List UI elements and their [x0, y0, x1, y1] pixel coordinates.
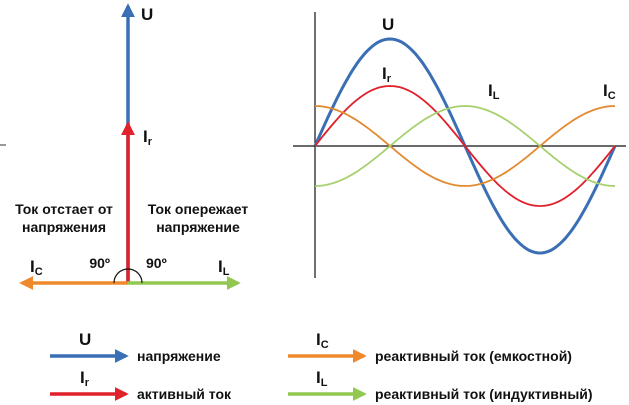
note: Ток опережает	[148, 201, 249, 217]
legend-text: реактивный ток (емкостной)	[375, 348, 572, 364]
label-sub: r	[387, 73, 392, 85]
label-sub: C	[608, 90, 616, 102]
legend: U Ir IC IL напряжение активный ток реакт…	[50, 330, 593, 402]
legend-text: реактивный ток (индуктивный)	[375, 386, 593, 402]
label: I	[382, 64, 387, 83]
label: I	[603, 81, 608, 100]
label-sub: C	[35, 266, 43, 278]
label-sub: L	[223, 266, 230, 278]
angle-arc	[113, 268, 143, 284]
label: U	[141, 5, 153, 24]
label: I	[30, 257, 35, 276]
legend-symbol-sub: C	[321, 339, 329, 351]
label: IL	[218, 257, 230, 278]
legend-symbol: U	[79, 330, 91, 349]
legend-text: напряжение	[137, 348, 221, 364]
label: IC	[30, 257, 43, 278]
note: напряжение	[156, 219, 240, 235]
label: I	[143, 127, 148, 146]
legend-text: активный ток	[137, 386, 232, 402]
legend-symbol: I	[80, 368, 85, 387]
legend-symbol: IC	[316, 330, 329, 351]
label-sub: r	[148, 136, 153, 148]
legend-symbol: IL	[316, 368, 328, 389]
legend-symbol-sub: r	[85, 377, 90, 389]
waveform	[314, 105, 616, 187]
label-sub: L	[493, 90, 500, 102]
angle-label: 90º	[146, 255, 167, 271]
angle-label: 90º	[89, 255, 110, 271]
waveform-graph: U Ir IL IC	[293, 12, 626, 278]
legend-symbol: Ir	[80, 368, 90, 389]
label: Ir	[143, 127, 153, 148]
waveform	[314, 105, 616, 187]
legend-symbol-sub: L	[321, 377, 328, 389]
label: I	[218, 257, 223, 276]
legend-symbol: I	[316, 368, 321, 387]
note: Ток отстает от	[15, 201, 113, 217]
label: IL	[488, 81, 500, 102]
label: IC	[603, 81, 616, 102]
phasor-diagram: U Ir Ток отстает от напряжения Ток опере…	[0, 3, 249, 290]
waveform	[314, 85, 616, 207]
label: Ir	[382, 64, 392, 85]
note: напряжения	[22, 219, 106, 235]
label: U	[382, 15, 394, 34]
label: I	[488, 81, 493, 100]
legend-symbol: I	[316, 330, 321, 349]
